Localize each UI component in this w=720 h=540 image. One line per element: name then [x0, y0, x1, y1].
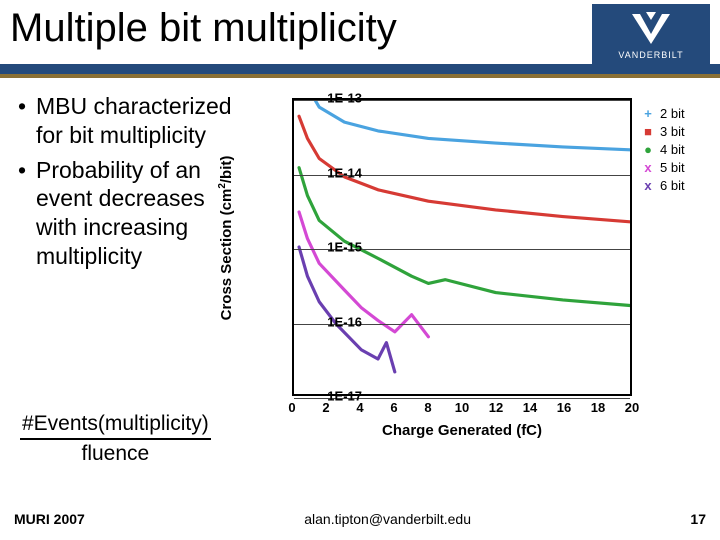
legend-item: x 6 bit	[642, 178, 685, 193]
legend-label: 4 bit	[660, 142, 685, 157]
formula-numerator: #Events(multiplicity)	[20, 412, 211, 440]
xtick-label: 10	[455, 400, 469, 415]
xtick-label: 20	[625, 400, 639, 415]
footer-right: 17	[690, 511, 706, 527]
xtick-label: 16	[557, 400, 571, 415]
logo-text: VANDERBILT	[618, 50, 683, 60]
ytick-label: 1E-14	[327, 165, 362, 180]
chart-xlabel: Charge Generated (fC)	[292, 422, 632, 439]
formula: #Events(multiplicity) fluence	[20, 412, 211, 466]
logo-shield-icon	[628, 12, 674, 48]
xtick-label: 18	[591, 400, 605, 415]
legend-label: 3 bit	[660, 124, 685, 139]
legend-item: x 5 bit	[642, 160, 685, 175]
legend-item: ● 4 bit	[642, 142, 685, 157]
xtick-label: 0	[288, 400, 295, 415]
ytick-label: 1E-16	[327, 314, 362, 329]
chart-ylabel: Cross Section (cm2/bit)	[217, 156, 235, 321]
legend-marker-icon: +	[642, 108, 654, 120]
legend-item: ■ 3 bit	[642, 124, 685, 139]
slide-title: Multiple bit multiplicity	[10, 6, 397, 51]
xtick-label: 12	[489, 400, 503, 415]
legend-label: 2 bit	[660, 106, 685, 121]
xtick-label: 14	[523, 400, 537, 415]
header: Multiple bit multiplicity VANDERBILT	[0, 0, 720, 78]
title-accent-band	[0, 74, 720, 78]
bullet-list: MBU characterized for bit multiplicity P…	[18, 92, 234, 277]
xtick-label: 8	[424, 400, 431, 415]
footer: MURI 2007 alan.tipton@vanderbilt.edu 17	[0, 504, 720, 540]
bullet-item: Probability of an event decreases with i…	[18, 156, 234, 271]
legend-marker-icon: ●	[642, 144, 654, 156]
xtick-label: 2	[322, 400, 329, 415]
legend-marker-icon: ■	[642, 126, 654, 138]
footer-center: alan.tipton@vanderbilt.edu	[304, 511, 471, 527]
legend-label: 6 bit	[660, 178, 685, 193]
content-area: MBU characterized for bit multiplicity P…	[0, 82, 720, 500]
formula-denominator: fluence	[20, 440, 211, 466]
legend-label: 5 bit	[660, 160, 685, 175]
cross-section-chart: Cross Section (cm2/bit) Charge Generated…	[230, 88, 708, 448]
logo: VANDERBILT	[592, 4, 710, 68]
footer-left: MURI 2007	[14, 511, 85, 527]
legend-marker-icon: x	[642, 162, 654, 174]
chart-legend: +2 bit ■ 3 bit ● 4 bit x 5 bit x 6 bit	[642, 106, 685, 196]
bullet-item: MBU characterized for bit multiplicity	[18, 92, 234, 150]
ytick-label: 1E-15	[327, 240, 362, 255]
legend-item: +2 bit	[642, 106, 685, 121]
legend-marker-icon: x	[642, 180, 654, 192]
ytick-label: 1E-13	[327, 91, 362, 106]
xtick-label: 4	[356, 400, 363, 415]
xtick-label: 6	[390, 400, 397, 415]
